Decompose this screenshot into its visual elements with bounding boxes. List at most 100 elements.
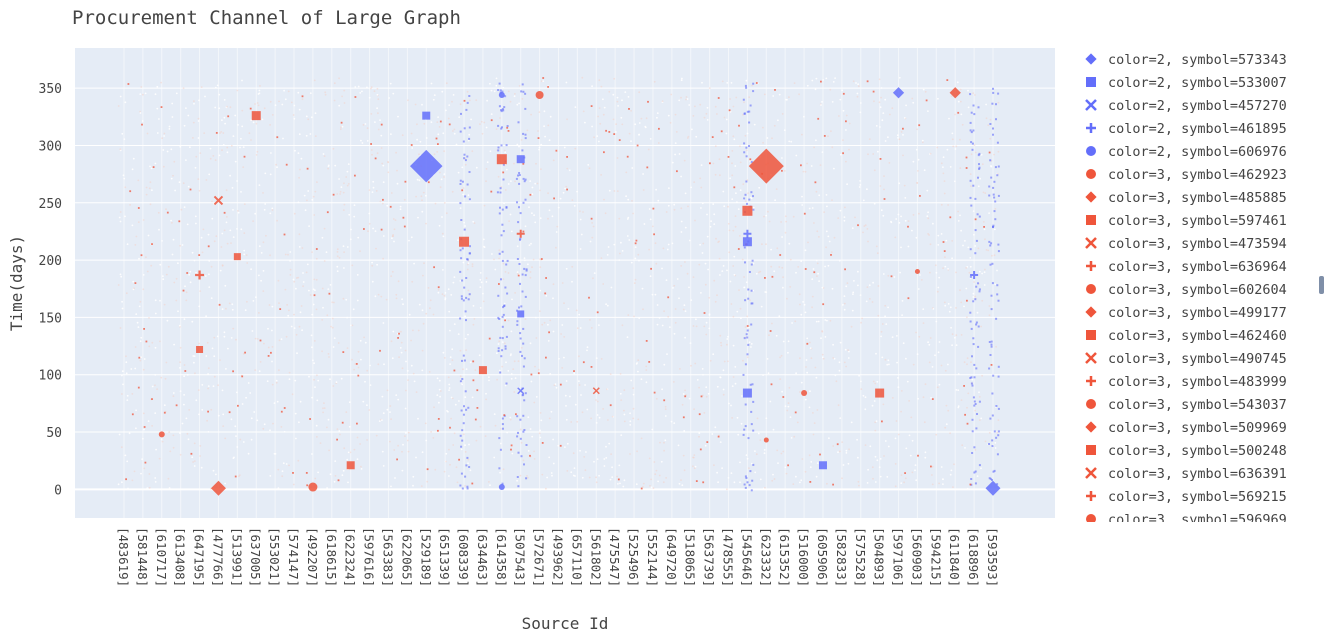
background-point	[254, 337, 257, 340]
background-point	[929, 271, 931, 274]
background-point	[807, 241, 809, 244]
legend-item[interactable]: color=3, symbol=462460	[1086, 328, 1287, 344]
background-point	[721, 80, 724, 83]
background-point	[379, 119, 381, 121]
background-point	[158, 457, 161, 460]
background-point	[138, 356, 141, 359]
background-point	[497, 294, 500, 297]
y-tick-label: 250	[39, 197, 62, 212]
background-point	[745, 155, 748, 158]
background-point	[416, 138, 418, 141]
background-point	[379, 200, 382, 203]
background-point	[620, 434, 623, 436]
background-point	[974, 409, 976, 412]
background-point	[994, 218, 997, 221]
background-point	[767, 372, 770, 375]
background-point	[990, 294, 993, 297]
legend[interactable]: color=2, symbol=573343 color=2, symbol=53…	[1085, 52, 1287, 528]
legend-scrollbar[interactable]	[1319, 276, 1324, 294]
background-point	[839, 209, 842, 212]
legend-item[interactable]: color=3, symbol=483999	[1086, 374, 1287, 390]
background-point	[890, 220, 892, 223]
background-point	[616, 475, 618, 478]
background-point	[394, 219, 397, 222]
background-point	[183, 206, 186, 209]
plot-area[interactable]	[75, 48, 1055, 518]
background-point	[978, 464, 981, 467]
background-point	[570, 471, 573, 474]
legend-item[interactable]: color=3, symbol=485885	[1085, 190, 1287, 206]
background-point	[209, 157, 212, 160]
background-point	[673, 208, 676, 211]
x-tick-label: [597106]	[891, 527, 906, 587]
background-point	[988, 477, 991, 480]
background-point	[393, 240, 395, 243]
background-point	[906, 380, 909, 383]
background-point	[425, 222, 427, 225]
legend-item[interactable]: color=3, symbol=490745	[1085, 351, 1287, 367]
background-point	[523, 463, 525, 466]
background-point	[240, 228, 243, 231]
background-point	[298, 246, 301, 248]
background-point	[207, 367, 210, 370]
background-point	[507, 130, 510, 132]
legend-item[interactable]: color=2, symbol=461895	[1086, 121, 1287, 137]
background-point	[195, 399, 198, 402]
background-point	[511, 298, 513, 301]
background-point	[220, 131, 223, 133]
legend-item[interactable]: color=2, symbol=573343	[1085, 52, 1287, 68]
legend-item[interactable]: color=3, symbol=509969	[1085, 420, 1287, 436]
background-point	[232, 327, 235, 330]
background-point	[499, 471, 501, 474]
background-point	[924, 451, 927, 454]
legend-item[interactable]: color=3, symbol=636964	[1086, 259, 1287, 275]
background-point	[386, 389, 389, 392]
background-point	[421, 451, 424, 454]
background-point	[765, 417, 768, 420]
background-point	[450, 417, 452, 420]
background-point	[516, 271, 519, 273]
background-point	[873, 400, 876, 402]
background-point	[364, 341, 367, 344]
background-point	[824, 319, 827, 321]
background-point	[896, 134, 899, 137]
background-point	[680, 220, 683, 223]
background-point	[459, 249, 462, 252]
background-point	[739, 161, 742, 164]
legend-item[interactable]: color=3, symbol=596969	[1086, 512, 1287, 528]
background-point	[200, 236, 203, 239]
legend-item[interactable]: color=2, symbol=606976	[1086, 144, 1287, 160]
legend-item[interactable]: color=3, symbol=602604	[1086, 282, 1287, 298]
background-point	[699, 448, 702, 451]
background-point	[784, 466, 787, 469]
background-point	[590, 105, 593, 107]
background-point	[119, 273, 122, 276]
legend-item[interactable]: color=3, symbol=473594	[1085, 236, 1287, 252]
background-point	[922, 88, 925, 91]
background-point	[960, 301, 963, 304]
legend-item[interactable]: color=3, symbol=597461	[1086, 213, 1287, 229]
background-point	[867, 240, 869, 243]
legend-item[interactable]: color=2, symbol=457270	[1085, 98, 1287, 114]
background-point	[139, 340, 142, 343]
background-point	[722, 265, 725, 267]
legend-item[interactable]: color=3, symbol=636391	[1085, 466, 1287, 482]
legend-item[interactable]: color=3, symbol=462923	[1086, 167, 1287, 183]
background-point	[502, 306, 505, 309]
background-point	[266, 380, 269, 383]
background-point	[992, 224, 995, 227]
background-point	[464, 163, 467, 166]
legend-item[interactable]: color=3, symbol=569215	[1086, 489, 1287, 505]
background-point	[745, 146, 748, 149]
background-point	[166, 319, 169, 322]
legend-item[interactable]: color=3, symbol=500248	[1086, 443, 1287, 459]
legend-item[interactable]: color=2, symbol=533007	[1086, 75, 1287, 91]
background-point	[449, 356, 452, 359]
background-point	[172, 174, 174, 177]
legend-item[interactable]: color=3, symbol=499177	[1085, 305, 1287, 321]
background-point	[464, 310, 467, 313]
background-point	[290, 101, 293, 104]
background-point	[608, 131, 611, 133]
background-point	[681, 484, 684, 487]
legend-item[interactable]: color=3, symbol=543037	[1086, 397, 1287, 413]
